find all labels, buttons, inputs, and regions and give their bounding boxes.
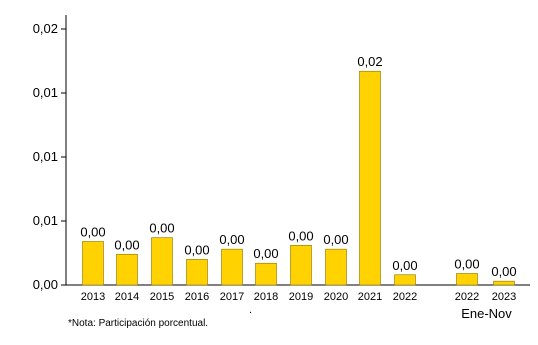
bar [82, 241, 104, 286]
group-label: Ene-Nov [461, 306, 512, 321]
data-label: 0,00 [149, 221, 174, 236]
data-label: 0,00 [323, 232, 348, 247]
bar [255, 262, 277, 286]
x-tick-label: 2013 [81, 291, 105, 303]
y-tick-label: 0,01 [33, 149, 58, 164]
x-tick-label: 2022 [455, 291, 479, 303]
bar [290, 245, 312, 286]
chart-labels: 0,00 2013 0,00 2014 0,00 2015 0,00 2016 0,00 2017… [80, 54, 516, 321]
data-label: 0,00 [219, 232, 244, 247]
stray-mark: . [249, 304, 253, 316]
bar [116, 253, 138, 286]
data-label: 0,00 [184, 242, 209, 257]
x-tick-label: 2014 [115, 291, 139, 303]
bar [186, 259, 208, 286]
x-tick-label: 2022 [393, 291, 417, 303]
x-tick-label: 2020 [324, 291, 348, 303]
data-label: 0,00 [80, 224, 105, 239]
bar [151, 237, 173, 286]
footnote: *Nota: Participación porcentual. [68, 318, 209, 329]
x-tick-label: 2015 [150, 291, 174, 303]
y-tick-label: 0,02 [33, 21, 58, 36]
data-label: 0,00 [253, 246, 278, 261]
data-label: 0,02 [357, 54, 382, 69]
chart-bars [82, 70, 515, 286]
chart-axes: 0,00 0,01 0,01 0,01 0,02 [33, 15, 530, 292]
data-label: 0,00 [114, 237, 139, 252]
bar [221, 248, 243, 286]
bar [325, 248, 347, 286]
x-tick-label: 2023 [492, 291, 516, 303]
x-tick-label: 2018 [254, 291, 278, 303]
data-label: 0,00 [454, 256, 479, 271]
bar [359, 70, 381, 286]
x-tick-label: 2016 [185, 291, 209, 303]
data-label: 0,00 [392, 258, 417, 273]
x-tick-label: 2017 [220, 291, 244, 303]
x-tick-label: 2021 [358, 291, 382, 303]
data-label: 0,00 [288, 228, 313, 243]
bar [394, 274, 416, 286]
y-tick-label: 0,01 [33, 85, 58, 100]
bar [456, 273, 478, 286]
x-tick-label: 2019 [289, 291, 313, 303]
data-label: 0,00 [491, 264, 516, 279]
bar [493, 280, 515, 286]
y-tick-label: 0,00 [33, 277, 58, 292]
y-tick-label: 0,01 [33, 213, 58, 228]
